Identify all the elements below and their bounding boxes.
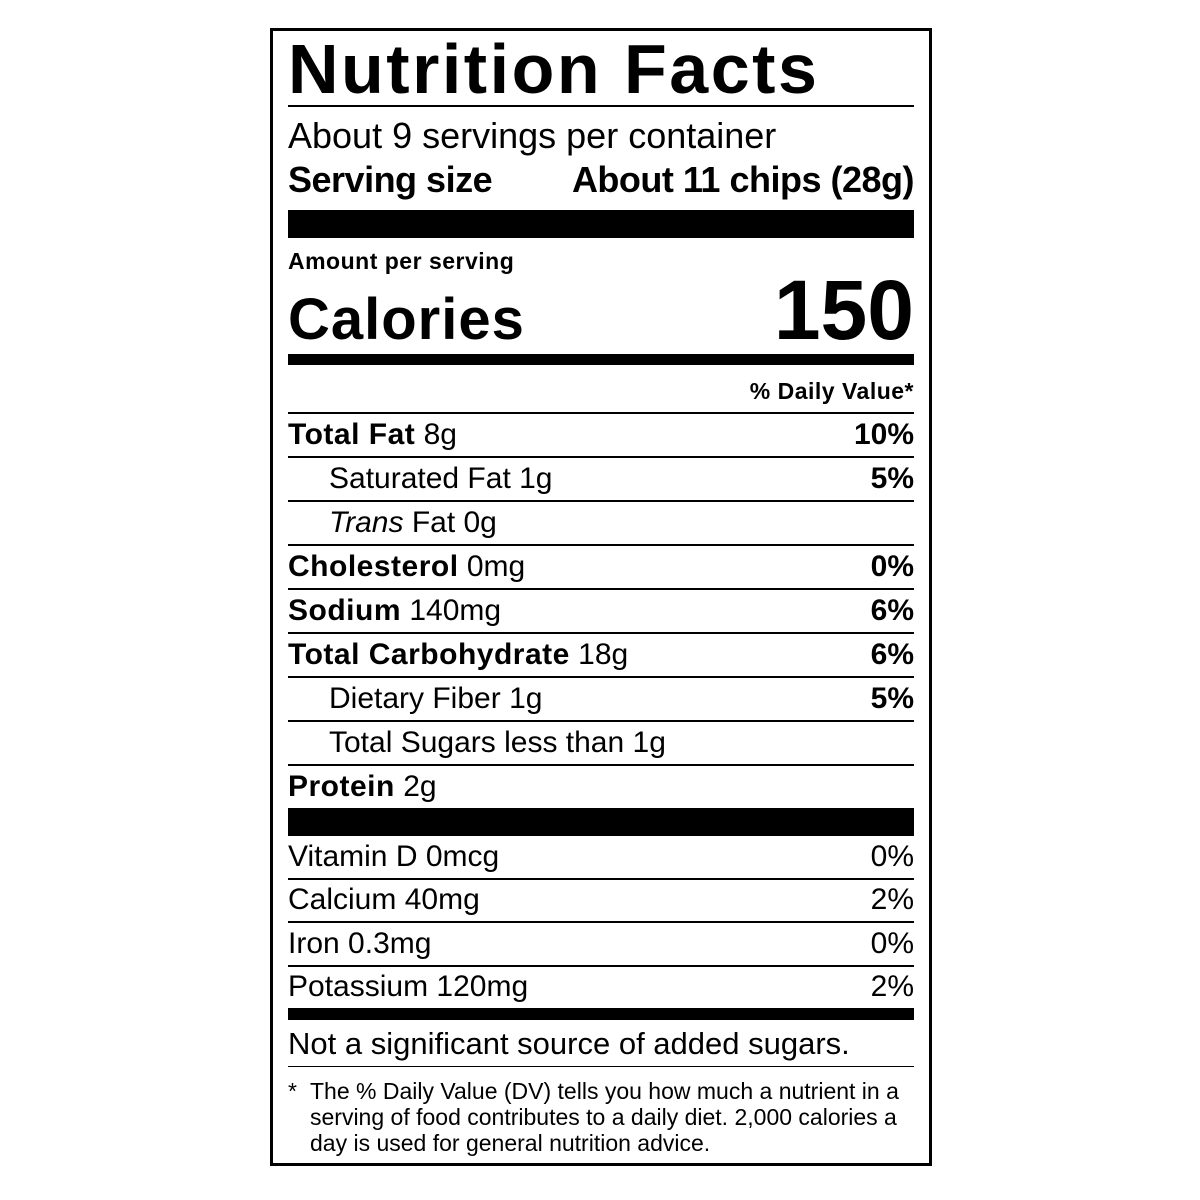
thick-bar <box>288 808 914 836</box>
nutrient-name: Cholesterol <box>288 550 459 583</box>
serving-size-label: Serving size <box>288 159 493 200</box>
serving-size: Serving size About 11 chips (28g) <box>288 159 915 200</box>
nutrient-dv: 5% <box>870 462 914 495</box>
rule <box>288 1066 914 1067</box>
calories-value: 150 <box>773 263 914 357</box>
nutrient-name: Dietary Fiber <box>329 682 501 715</box>
medium-bar <box>288 354 914 365</box>
vitamin-name: Calcium <box>288 883 397 917</box>
vitamin-amount: 0mcg <box>425 839 500 873</box>
nutrient-amount: Fat 0g <box>411 506 497 539</box>
rule <box>288 105 914 107</box>
nutrient-dv: 0% <box>870 550 914 583</box>
medium-bar <box>288 1008 914 1020</box>
vitamin-amount: 40mg <box>404 883 480 917</box>
footnote-text: The % Daily Value (DV) tells you how muc… <box>310 1078 899 1156</box>
label-border <box>270 28 932 1166</box>
vitamin-name: Vitamin D <box>288 839 418 873</box>
nutrient-name: Total Fat <box>288 418 416 451</box>
nutrient-amount: 1g <box>509 682 543 715</box>
nutrient-dv: 6% <box>870 638 914 671</box>
nutrient-row: Protein 2g <box>288 766 914 808</box>
vitamin-row: Potassium 120mg 2% <box>288 967 914 1009</box>
nutrient-dv: 6% <box>870 594 914 627</box>
nutrient-name: Protein <box>288 770 395 803</box>
nutrient-row: Cholesterol 0mg 0% <box>288 546 914 590</box>
thick-bar <box>288 210 914 238</box>
nutrient-name: Trans <box>329 506 404 539</box>
footnote: * The % Daily Value (DV) tells you how m… <box>288 1078 914 1156</box>
rule <box>288 412 914 414</box>
nutrient-dv: 10% <box>853 418 914 451</box>
nutrient-amount: 1g <box>519 462 553 495</box>
nutrient-row: Total Carbohydrate 18g 6% <box>288 634 914 678</box>
nutrient-name: Total Sugars less than <box>329 726 625 759</box>
nutrient-dv: 5% <box>870 682 914 715</box>
nutrient-amount: 0mg <box>466 550 526 583</box>
nutrient-row: Saturated Fat 1g 5% <box>288 458 914 502</box>
nutrient-row: Total Sugars less than 1g <box>288 722 914 766</box>
vitamin-name: Iron <box>288 926 340 960</box>
calories: Calories 150 <box>288 262 914 357</box>
amount-per-serving: Amount per serving <box>288 248 515 274</box>
daily-value-header: % Daily Value* <box>749 378 914 404</box>
vitamin-name: Potassium <box>288 970 429 1004</box>
nutrient-amount: 1g <box>632 726 666 759</box>
vitamin-dv: 0% <box>870 926 914 960</box>
nutrient-row: Trans Fat 0g <box>288 502 914 546</box>
nutrient-name: Saturated Fat <box>329 462 511 495</box>
nutrient-name: Total Carbohydrate <box>288 638 570 671</box>
footnote-marker: * <box>288 1078 297 1104</box>
nutrient-name: Sodium <box>288 594 401 627</box>
vitamin-dv: 0% <box>870 839 914 873</box>
nutrient-row: Sodium 140mg 6% <box>288 590 914 634</box>
vitamin-amount: 0.3mg <box>348 926 432 960</box>
calories-label: Calories <box>288 287 525 352</box>
nutrient-row: Dietary Fiber 1g 5% <box>288 678 914 722</box>
nutrient-amount: 8g <box>423 418 457 451</box>
vitamin-row: Calcium 40mg 2% <box>288 880 914 923</box>
note: Not a significant source of added sugars… <box>288 1026 850 1061</box>
vitamin-row: Iron 0.3mg 0% <box>288 923 914 967</box>
nutrients: Total Fat 8g 10% Saturated Fat 1g 5% Trans… <box>288 414 914 808</box>
nutrient-amount: 140mg <box>409 594 502 627</box>
vitamin-row: Vitamin D 0mcg 0% <box>288 836 914 880</box>
vitamin-dv: 2% <box>870 883 914 917</box>
nutrient-amount: 2g <box>403 770 437 803</box>
vitamin-dv: 2% <box>870 970 914 1004</box>
nutrient-amount: 18g <box>578 638 629 671</box>
vitamins: Vitamin D 0mcg 0% Calcium 40mg 2% Iron 0.3… <box>288 836 914 1008</box>
title: Nutrition Facts <box>288 30 820 108</box>
nutrient-row: Total Fat 8g 10% <box>288 414 914 458</box>
servings: About 9 servings per container <box>288 115 777 156</box>
vitamin-amount: 120mg <box>436 970 529 1004</box>
serving-size-value: About 11 chips (28g) <box>571 159 915 200</box>
